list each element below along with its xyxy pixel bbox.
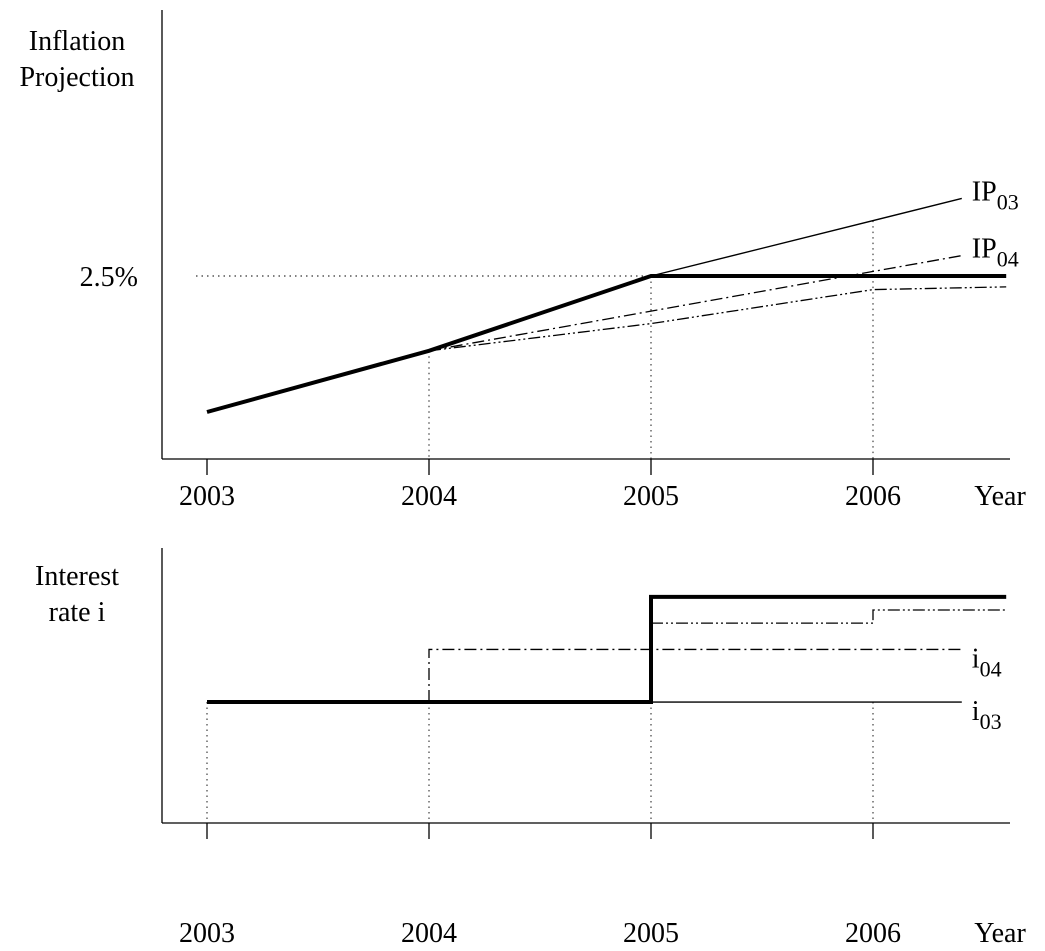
x-tick-label: 2005 bbox=[623, 481, 679, 512]
x-tick-label: 2006 bbox=[845, 918, 901, 949]
series-label: i03 bbox=[972, 696, 1002, 734]
series-line-thin bbox=[650, 197, 962, 277]
inflation-projection-panel: Inflation Projection 2.5% 2003 2004 2005 2006 Y… bbox=[19, 10, 1026, 512]
x-tick-label: 2005 bbox=[623, 918, 679, 949]
y-axis-title-line: Interest bbox=[35, 561, 119, 592]
series-label: i04 bbox=[972, 643, 1002, 681]
series-label: IP04 bbox=[972, 234, 1019, 272]
x-tick-label: 2004 bbox=[401, 918, 457, 949]
x-tick-label: 2004 bbox=[401, 481, 457, 512]
series-line-dashdotdot bbox=[428, 286, 1007, 352]
series-line-thick bbox=[206, 274, 1007, 414]
series-line-dashdotdot bbox=[651, 609, 1007, 624]
x-axis-title: Year bbox=[974, 481, 1026, 512]
series-line-dashdot bbox=[428, 254, 962, 352]
x-tick-label: 2003 bbox=[179, 918, 235, 949]
series-line-dashdot bbox=[428, 648, 962, 703]
x-axis-title: Year bbox=[974, 918, 1026, 949]
x-tick-label: 2006 bbox=[845, 481, 901, 512]
x-tick-label: 2003 bbox=[179, 481, 235, 512]
y-tick-label: 2.5% bbox=[80, 262, 138, 293]
y-axis-title-line: Projection bbox=[19, 62, 134, 93]
interest-rate-panel: Interest rate i 2003 2004 2005 2006 Year i03 i04 bbox=[35, 548, 1026, 949]
y-axis-title-line: rate i bbox=[49, 597, 106, 628]
series-label: IP03 bbox=[972, 176, 1019, 214]
y-axis-title-line: Inflation bbox=[29, 26, 125, 57]
